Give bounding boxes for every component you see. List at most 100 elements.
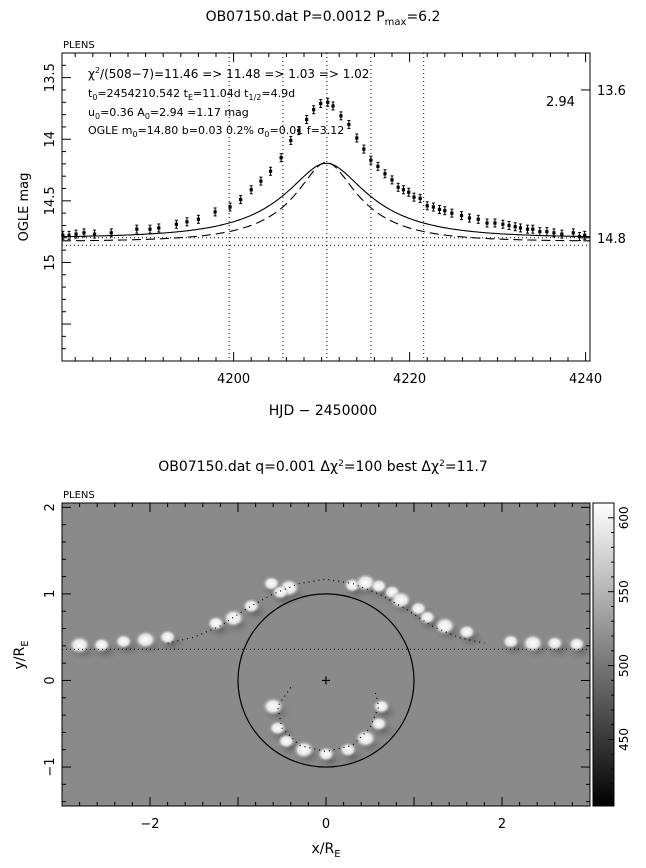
data-marker bbox=[518, 226, 523, 230]
right-annotation-magnification: 2.94 bbox=[546, 95, 575, 110]
x-tick-label: 4240 bbox=[569, 372, 602, 387]
data-point bbox=[390, 175, 394, 185]
data-marker bbox=[531, 227, 535, 231]
bright-blob bbox=[457, 624, 476, 640]
data-marker bbox=[545, 230, 549, 234]
data-point bbox=[347, 119, 351, 129]
bright-blob bbox=[567, 636, 586, 652]
bright-blob bbox=[277, 733, 296, 749]
data-marker bbox=[443, 209, 447, 213]
data-point bbox=[74, 229, 78, 239]
data-marker bbox=[196, 217, 200, 221]
data-points bbox=[61, 97, 587, 242]
x-axis-label-2: x/RE bbox=[311, 841, 340, 860]
data-marker bbox=[476, 217, 480, 221]
model-curves bbox=[61, 161, 591, 242]
data-point bbox=[148, 224, 152, 234]
data-point bbox=[135, 224, 139, 234]
data-point bbox=[552, 228, 556, 238]
data-point bbox=[196, 214, 200, 224]
data-point bbox=[412, 192, 416, 202]
data-point bbox=[362, 144, 366, 154]
data-marker bbox=[396, 185, 400, 189]
data-marker bbox=[249, 188, 253, 192]
model-curve-dashed bbox=[61, 161, 591, 242]
data-marker bbox=[362, 147, 366, 151]
data-point bbox=[109, 228, 113, 238]
data-marker bbox=[513, 225, 517, 229]
bright-blob bbox=[158, 629, 177, 645]
data-point bbox=[437, 204, 442, 214]
data-point bbox=[369, 155, 373, 165]
data-marker bbox=[312, 108, 316, 112]
bright-blob bbox=[389, 590, 412, 610]
bright-blob bbox=[369, 578, 388, 594]
data-point bbox=[331, 101, 335, 111]
data-point bbox=[249, 185, 253, 195]
data-marker bbox=[74, 232, 78, 236]
data-marker bbox=[485, 221, 489, 225]
light-curve-panel: OB07150.dat P=0.0012 Pmax=6.2 PLENS 4200… bbox=[17, 9, 626, 419]
data-marker bbox=[92, 232, 97, 236]
data-marker bbox=[450, 211, 454, 215]
data-marker bbox=[174, 222, 178, 226]
data-marker bbox=[369, 158, 373, 162]
inner-caustic-curve bbox=[276, 687, 380, 753]
map-overlay bbox=[62, 578, 590, 768]
data-marker bbox=[82, 231, 86, 235]
model-curve-solid bbox=[62, 162, 590, 238]
data-point bbox=[493, 218, 497, 228]
data-point bbox=[326, 97, 330, 107]
data-point bbox=[92, 229, 97, 239]
data-marker bbox=[383, 172, 387, 176]
data-point bbox=[279, 153, 283, 163]
data-point bbox=[339, 111, 343, 121]
bright-blob bbox=[293, 740, 315, 760]
bright-blob bbox=[501, 633, 520, 650]
data-point bbox=[213, 207, 217, 217]
bright-blob bbox=[521, 633, 544, 653]
data-point bbox=[450, 208, 454, 218]
data-marker bbox=[431, 205, 435, 209]
data-marker bbox=[305, 117, 309, 122]
data-marker bbox=[297, 129, 301, 133]
data-point bbox=[305, 115, 309, 125]
bright-blob bbox=[222, 608, 245, 628]
data-marker bbox=[418, 196, 422, 200]
data-marker bbox=[577, 234, 582, 239]
bright-regions bbox=[68, 573, 586, 762]
data-marker bbox=[376, 164, 380, 168]
bright-blob bbox=[271, 584, 290, 600]
data-marker bbox=[525, 227, 530, 231]
data-point bbox=[501, 219, 505, 229]
x-tick-label: 4200 bbox=[217, 372, 250, 387]
bright-blob bbox=[68, 635, 91, 655]
guide-lines bbox=[62, 53, 590, 361]
data-point bbox=[401, 185, 406, 195]
fit-annotations: χ2/(508−7)=11.46 => 11.48 => 1.03 => 1.0… bbox=[88, 66, 369, 139]
data-marker bbox=[560, 232, 564, 236]
data-point bbox=[185, 217, 189, 227]
data-point bbox=[513, 222, 517, 232]
panel2-title: OB07150.dat q=0.001 Δχ2=100 best Δχ2=11.… bbox=[158, 459, 488, 475]
data-marker bbox=[407, 190, 411, 194]
data-point bbox=[396, 182, 400, 192]
x-tick-label: 0 bbox=[322, 817, 330, 832]
data-marker bbox=[401, 188, 406, 192]
bright-blob bbox=[317, 746, 335, 762]
annotation-u0: u0=0.36 A0=2.94 =1.17 mag bbox=[88, 106, 249, 121]
data-marker bbox=[319, 101, 323, 106]
data-marker bbox=[109, 231, 113, 235]
colorbar-tick-label: 450 bbox=[617, 728, 631, 751]
data-point bbox=[297, 126, 301, 136]
x-tick-label: 2 bbox=[498, 817, 506, 832]
data-point bbox=[538, 227, 542, 237]
data-marker bbox=[67, 233, 71, 237]
y-tick-label: 13.5 bbox=[43, 63, 58, 92]
bright-blob bbox=[262, 697, 285, 716]
bright-blob bbox=[418, 609, 437, 625]
panel1-title: OB07150.dat P=0.0012 Pmax=6.2 bbox=[206, 9, 441, 28]
bright-blob bbox=[242, 598, 261, 614]
data-point bbox=[459, 211, 464, 221]
y-tick-label: 2 bbox=[43, 503, 58, 511]
